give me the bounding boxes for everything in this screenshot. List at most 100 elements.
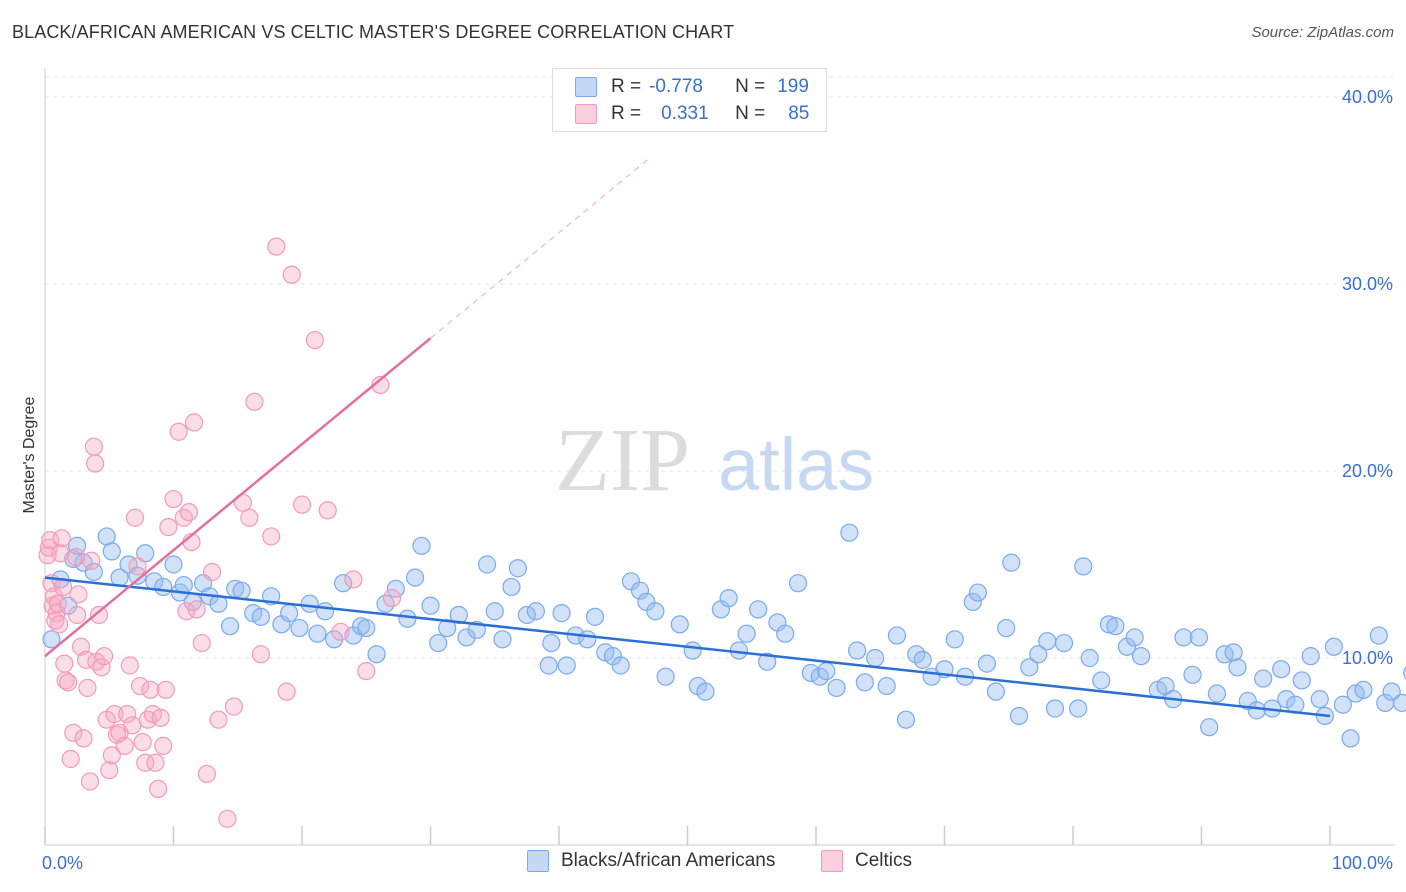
grid-lines bbox=[45, 76, 1395, 659]
data-point-blacks bbox=[386, 579, 405, 598]
x-tick-label: 100.0% bbox=[1332, 853, 1393, 873]
data-point-blacks bbox=[542, 633, 561, 653]
data-point-blacks bbox=[290, 618, 309, 638]
data-point-blacks bbox=[1020, 658, 1039, 677]
data-point-blacks bbox=[1215, 645, 1234, 664]
y-tick-label: 30.0% bbox=[1342, 274, 1393, 294]
data-point-blacks bbox=[801, 663, 820, 683]
data-point-blacks bbox=[758, 652, 777, 671]
data-point-blacks bbox=[1125, 628, 1144, 647]
stats-legend: R = -0.778 N = 199 R = 0.331 N = 85 bbox=[552, 68, 827, 132]
data-point-celtics bbox=[78, 678, 97, 698]
data-point-blacks bbox=[656, 667, 675, 686]
data-point-blacks bbox=[164, 555, 183, 574]
data-point-celtics bbox=[48, 594, 67, 613]
data-point-celtics bbox=[262, 527, 281, 546]
data-point-celtics bbox=[184, 413, 204, 432]
data-point-blacks bbox=[457, 628, 476, 647]
data-point-celtics bbox=[51, 544, 70, 563]
data-point-celtics bbox=[148, 779, 168, 799]
data-point-celtics bbox=[133, 733, 152, 752]
data-point-blacks bbox=[1333, 695, 1352, 714]
data-point-blacks bbox=[42, 630, 61, 649]
legend-item-blacks: Blacks/African Americans bbox=[527, 850, 775, 872]
series-blacks-points bbox=[42, 523, 1406, 748]
data-point-celtics bbox=[146, 753, 165, 772]
data-point-celtics bbox=[151, 708, 170, 727]
source-label: Source: ZipAtlas.com bbox=[1251, 24, 1394, 41]
data-point-celtics bbox=[218, 809, 237, 828]
data-point-blacks bbox=[1009, 706, 1029, 726]
data-point-celtics bbox=[305, 331, 324, 350]
n-label: N = bbox=[735, 103, 766, 124]
data-point-blacks bbox=[517, 605, 536, 625]
data-point-blacks bbox=[251, 607, 270, 626]
data-point-celtics bbox=[120, 656, 139, 675]
data-point-blacks bbox=[220, 617, 240, 636]
data-point-blacks bbox=[1002, 553, 1021, 572]
data-point-celtics bbox=[89, 605, 109, 625]
data-point-blacks bbox=[877, 676, 896, 696]
data-point-blacks bbox=[1301, 647, 1320, 666]
data-point-blacks bbox=[1403, 666, 1406, 680]
blacks-swatch bbox=[575, 77, 597, 97]
data-point-blacks bbox=[1207, 684, 1227, 703]
data-point-celtics bbox=[154, 736, 173, 755]
data-point-celtics bbox=[192, 633, 211, 653]
data-point-blacks bbox=[670, 615, 689, 634]
data-point-celtics bbox=[357, 661, 376, 681]
data-point-blacks bbox=[1354, 680, 1373, 699]
data-point-blacks bbox=[102, 542, 121, 561]
data-point-celtics bbox=[251, 645, 270, 664]
x-tick-label: 0.0% bbox=[42, 853, 83, 873]
data-point-blacks bbox=[630, 581, 650, 600]
data-point-celtics bbox=[245, 392, 264, 411]
data-point-blacks bbox=[1228, 658, 1247, 677]
data-point-celtics bbox=[39, 538, 58, 557]
data-point-blacks bbox=[913, 650, 932, 669]
axes bbox=[44, 68, 1395, 846]
data-point-blacks bbox=[493, 630, 512, 649]
watermark: ZIP atlas bbox=[555, 411, 874, 510]
data-point-blacks bbox=[719, 589, 738, 608]
watermark-zip: ZIP bbox=[555, 411, 690, 510]
data-point-celtics bbox=[84, 437, 103, 456]
data-point-celtics bbox=[382, 589, 402, 608]
data-point-celtics bbox=[69, 585, 88, 604]
trend-line-blacks bbox=[44, 576, 1331, 718]
data-point-blacks bbox=[986, 682, 1006, 701]
data-point-blacks bbox=[412, 536, 431, 555]
data-point-celtics bbox=[156, 680, 175, 699]
data-point-celtics bbox=[179, 503, 199, 522]
r-value: 0.331 bbox=[661, 103, 709, 124]
data-point-blacks bbox=[508, 559, 527, 578]
data-point-blacks bbox=[449, 605, 468, 625]
data-point-celtics bbox=[50, 615, 69, 634]
data-point-blacks bbox=[1183, 665, 1202, 684]
data-point-blacks bbox=[232, 581, 251, 600]
data-point-celtics bbox=[92, 658, 111, 677]
data-point-celtics bbox=[125, 508, 145, 527]
data-point-blacks bbox=[1069, 699, 1088, 718]
celtics-swatch bbox=[575, 104, 597, 124]
data-point-blacks bbox=[749, 600, 768, 619]
data-point-blacks bbox=[1247, 701, 1266, 720]
data-point-blacks bbox=[737, 624, 756, 643]
data-point-celtics bbox=[136, 753, 155, 772]
data-point-blacks bbox=[477, 555, 497, 574]
data-point-blacks bbox=[683, 641, 702, 660]
data-point-celtics bbox=[80, 772, 100, 791]
legend-celtics-label: Celtics bbox=[855, 850, 913, 871]
legend-blacks-swatch bbox=[527, 850, 549, 872]
data-point-blacks bbox=[1092, 671, 1111, 690]
y-tick-label: 40.0% bbox=[1342, 87, 1393, 107]
data-point-celtics bbox=[331, 622, 350, 641]
data-point-celtics bbox=[282, 265, 301, 284]
data-point-blacks bbox=[367, 645, 386, 664]
data-point-blacks bbox=[1132, 647, 1151, 666]
data-point-celtics bbox=[224, 697, 243, 716]
data-point-blacks bbox=[977, 654, 997, 673]
data-point-blacks bbox=[896, 710, 916, 729]
data-point-blacks bbox=[1272, 660, 1291, 679]
data-point-blacks bbox=[611, 656, 630, 675]
